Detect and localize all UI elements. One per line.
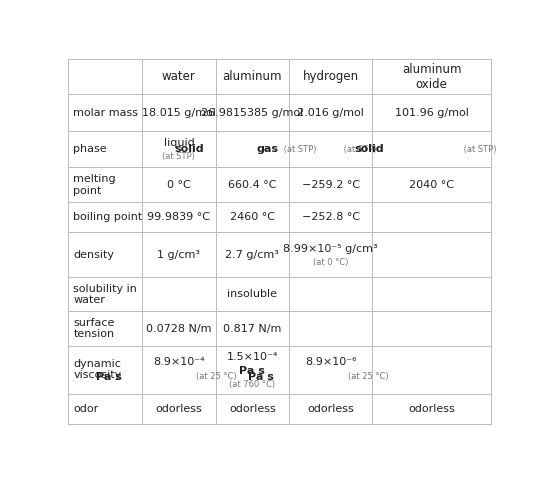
Text: odorless: odorless	[408, 404, 455, 413]
Text: aluminum: aluminum	[223, 70, 282, 83]
Text: dynamic
viscosity: dynamic viscosity	[73, 359, 122, 380]
Text: (at 760 °C): (at 760 °C)	[229, 379, 275, 389]
Text: −252.8 °C: −252.8 °C	[301, 212, 360, 222]
Text: 99.9839 °C: 99.9839 °C	[147, 212, 210, 222]
Text: (at STP): (at STP)	[460, 145, 496, 154]
Text: 1 g/cm³: 1 g/cm³	[157, 250, 200, 260]
Text: 18.015 g/mol: 18.015 g/mol	[142, 108, 216, 118]
Text: hydrogen: hydrogen	[302, 70, 359, 83]
Text: (at STP): (at STP)	[163, 152, 195, 161]
Text: density: density	[73, 250, 114, 260]
Text: Pa s: Pa s	[96, 372, 122, 382]
Text: aluminum
oxide: aluminum oxide	[402, 63, 461, 91]
Text: surface
tension: surface tension	[73, 318, 115, 339]
Text: 0 °C: 0 °C	[167, 180, 191, 190]
Text: 26.9815385 g/mol: 26.9815385 g/mol	[201, 108, 304, 118]
Text: 0.0728 N/m: 0.0728 N/m	[146, 324, 212, 333]
Text: 8.9×10⁻⁴: 8.9×10⁻⁴	[153, 358, 205, 368]
Text: (at 25 °C): (at 25 °C)	[196, 372, 236, 381]
Text: 8.9×10⁻⁶: 8.9×10⁻⁶	[305, 358, 357, 368]
Text: phase: phase	[73, 144, 107, 154]
Text: odor: odor	[73, 404, 99, 413]
Text: (at STP): (at STP)	[281, 145, 317, 154]
Text: gas: gas	[257, 144, 279, 154]
Text: water: water	[162, 70, 196, 83]
Text: 2040 °C: 2040 °C	[410, 180, 454, 190]
Text: insoluble: insoluble	[227, 289, 277, 299]
Text: boiling point: boiling point	[73, 212, 143, 222]
Text: 1.5×10⁻⁴: 1.5×10⁻⁴	[227, 352, 278, 362]
Text: molar mass: molar mass	[73, 108, 138, 118]
Text: Pa s: Pa s	[239, 366, 265, 376]
Text: odorless: odorless	[156, 404, 202, 413]
Text: (at 0 °C): (at 0 °C)	[313, 257, 348, 267]
Text: 0.817 N/m: 0.817 N/m	[223, 324, 282, 333]
Text: 2.7 g/cm³: 2.7 g/cm³	[225, 250, 279, 260]
Text: solid: solid	[354, 144, 384, 154]
Text: 101.96 g/mol: 101.96 g/mol	[395, 108, 468, 118]
Text: 2.016 g/mol: 2.016 g/mol	[297, 108, 364, 118]
Text: 660.4 °C: 660.4 °C	[228, 180, 277, 190]
Text: 2460 °C: 2460 °C	[230, 212, 275, 222]
Text: solubility in
water: solubility in water	[73, 284, 137, 305]
Text: odorless: odorless	[307, 404, 354, 413]
Text: Pa s: Pa s	[248, 372, 274, 382]
Text: solid: solid	[175, 144, 204, 154]
Text: melting
point: melting point	[73, 174, 116, 196]
Text: liquid: liquid	[164, 138, 194, 148]
Text: (at 25 °C): (at 25 °C)	[347, 372, 388, 381]
Text: (at STP): (at STP)	[341, 145, 376, 154]
Text: odorless: odorless	[229, 404, 276, 413]
Text: −259.2 °C: −259.2 °C	[301, 180, 360, 190]
Text: 8.99×10⁻⁵ g/cm³: 8.99×10⁻⁵ g/cm³	[283, 244, 378, 254]
